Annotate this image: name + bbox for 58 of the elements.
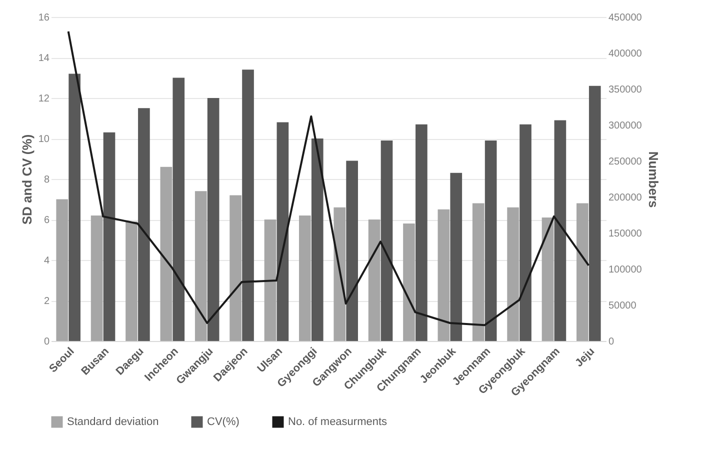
legend-label: Standard deviation	[67, 416, 159, 428]
bar	[542, 217, 554, 341]
bar	[264, 220, 276, 341]
y2-tick-label: 250000	[608, 156, 642, 168]
y2-tick-label: 400000	[608, 48, 642, 60]
bar	[207, 98, 220, 341]
x-tick-label: Jeju	[573, 346, 598, 370]
bar	[380, 140, 393, 341]
y-axis-title: SD and CV (%)	[19, 134, 34, 225]
bar	[368, 220, 380, 341]
bar	[126, 222, 138, 341]
bar	[311, 138, 324, 341]
y2-tick-label: 100000	[608, 264, 642, 276]
bar	[438, 209, 450, 341]
bar	[230, 195, 242, 341]
bar	[194, 191, 207, 341]
y-tick-label: 8	[44, 174, 50, 186]
y2-tick-label: 50000	[608, 300, 637, 312]
y2-tick-label: 0	[608, 336, 614, 348]
y-tick-label: 2	[44, 296, 50, 307]
bar	[68, 74, 80, 341]
y-tick-label: 0	[44, 336, 50, 348]
bar	[554, 120, 566, 341]
bar	[576, 203, 588, 341]
y-tick-label: 14	[38, 53, 50, 64]
line-series	[67, 30, 590, 326]
bar	[403, 224, 415, 341]
bar	[450, 172, 462, 341]
bar	[90, 215, 103, 341]
y-tick-label: 12	[38, 94, 50, 104]
legend-label: CV(%)	[207, 416, 240, 428]
bar	[103, 132, 116, 341]
bar	[588, 86, 601, 341]
bar	[299, 215, 311, 341]
bar	[276, 122, 289, 341]
y-tick-label: 6	[44, 215, 50, 226]
bar	[138, 108, 150, 341]
y2-axis-title: Numbers	[646, 151, 661, 208]
bar	[472, 203, 484, 341]
y2-tick-label: 300000	[608, 120, 642, 132]
bar	[484, 140, 497, 341]
bar	[56, 199, 68, 341]
y-tick-label: 16	[38, 12, 50, 24]
y2-tick-label: 200000	[608, 192, 642, 204]
bar	[334, 207, 346, 341]
bar	[520, 124, 532, 341]
y2-tick-label: 450000	[608, 12, 642, 24]
y2-tick-label: 350000	[608, 84, 642, 96]
bar	[172, 78, 185, 341]
bar	[416, 124, 428, 341]
legend-label: No. of measurments	[288, 416, 388, 428]
y2-tick-label: 150000	[608, 228, 642, 240]
bar	[160, 166, 172, 341]
y-tick-label: 4	[44, 256, 50, 266]
bar	[242, 70, 254, 341]
bar	[346, 160, 358, 341]
bar	[507, 207, 519, 341]
y-tick-label: 10	[38, 134, 50, 145]
